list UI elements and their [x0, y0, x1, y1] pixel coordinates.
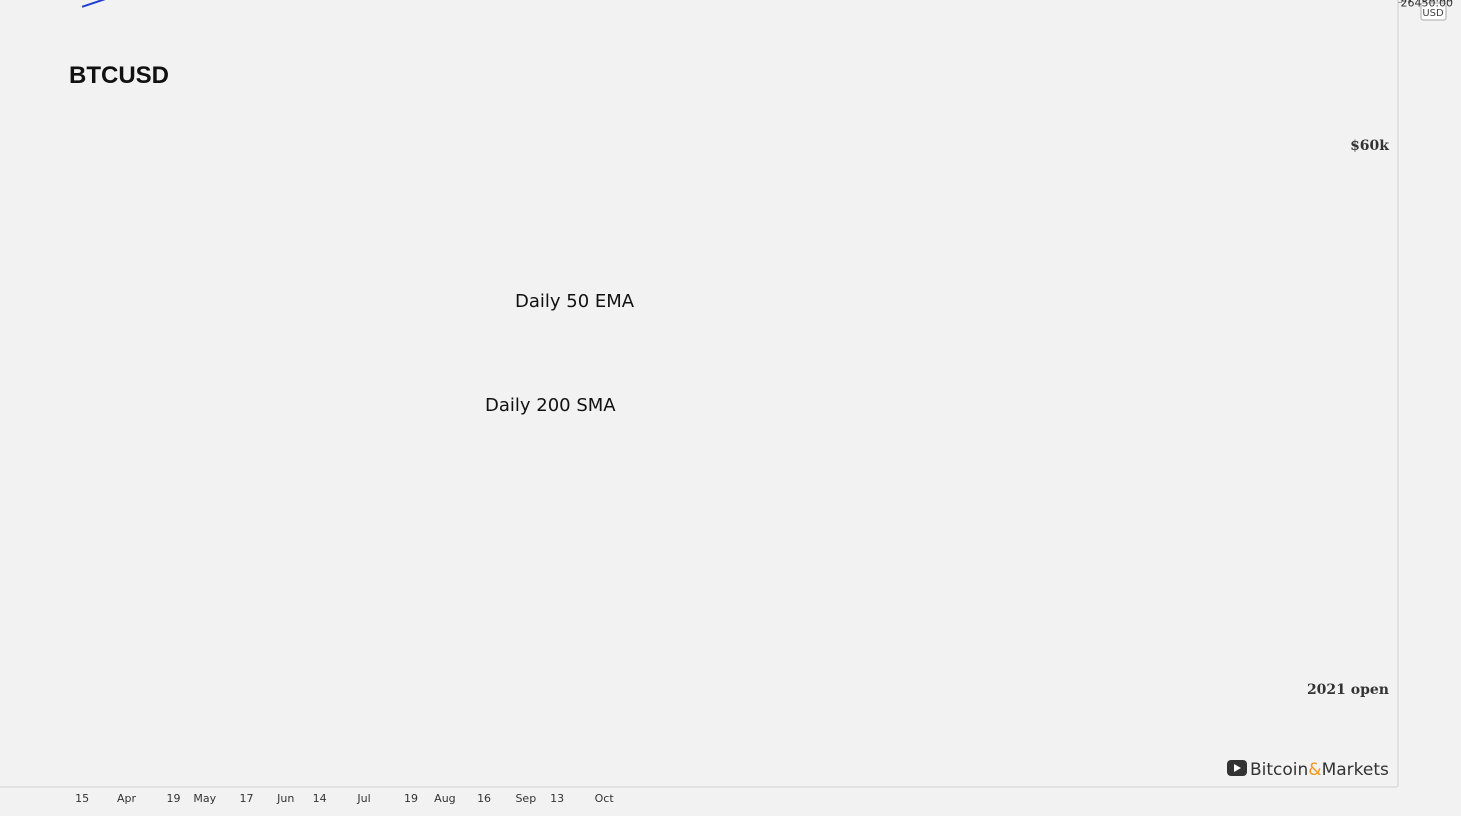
moving-averages	[81, 0, 106, 8]
watermark: Bitcoin&Markets	[1227, 760, 1389, 780]
currency-badge	[1420, 2, 1447, 21]
daily-200-sma-line	[81, 0, 106, 8]
watermark-amp: &	[1308, 760, 1321, 780]
x-tick-label: 17	[240, 792, 254, 805]
x-tick-label: May	[193, 792, 216, 805]
x-axis: 15 Apr 19 May 17 Jun 14 Jul 19 Aug 16 Sep 13 Oct	[0, 786, 1397, 805]
x-tick-label: Aug	[434, 792, 455, 805]
watermark-prefix: Bitcoin	[1250, 760, 1308, 780]
sma-annotation: Daily 200 SMA	[485, 395, 616, 416]
chart-title: BTCUSD	[69, 62, 169, 89]
x-tick-label: 16	[477, 792, 491, 805]
x-tick-label: Jul	[356, 792, 370, 805]
level-60k-label: $60k	[1350, 138, 1389, 154]
x-tick-label: 13	[550, 792, 564, 805]
x-tick-label: 19	[166, 792, 180, 805]
y-tick-label: 27450.00	[1401, 0, 1454, 4]
y-axis[interactable]: USD 70000.0066000.0062000.0058000.005400…	[1397, 0, 1461, 811]
ema-annotation: Daily 50 EMA	[515, 291, 635, 312]
y-tick-label: 26450.00	[1401, 0, 1454, 9]
x-tick-label: Sep	[515, 792, 536, 805]
x-tick-label: 19	[404, 792, 418, 805]
x-tick-label: Apr	[117, 792, 137, 805]
watermark-suffix: Markets	[1322, 760, 1389, 780]
x-tick-label: Oct	[595, 792, 615, 805]
level-2021-open-label: 2021 open	[1307, 682, 1389, 698]
x-tick-label: 14	[313, 792, 327, 805]
currency-label: USD	[1422, 8, 1444, 19]
play-icon-triangle	[1234, 764, 1241, 772]
x-tick-label: 15	[75, 792, 89, 805]
x-tick-label: Jun	[276, 792, 294, 805]
watermark-text: Bitcoin&Markets	[1250, 760, 1389, 780]
